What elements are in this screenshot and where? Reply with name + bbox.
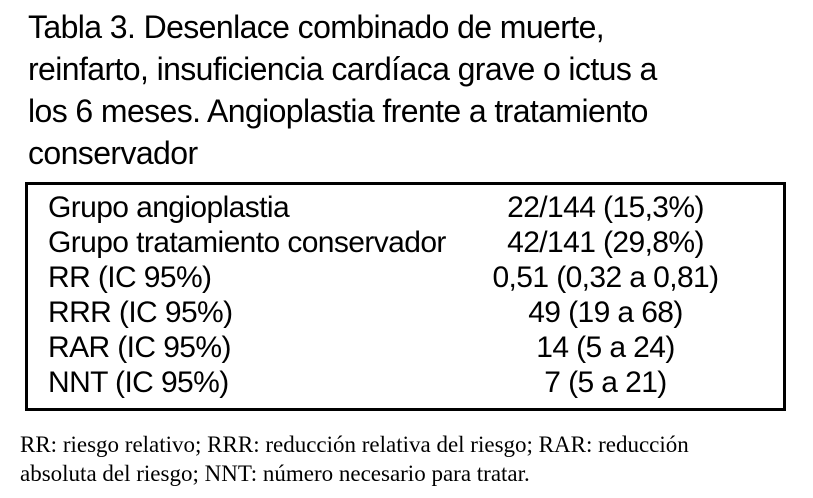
row-label: NNT (IC 95%) <box>48 366 229 399</box>
row-value: 42/141 (29,8%) <box>507 226 704 259</box>
row-label: Grupo angioplastia <box>48 191 290 224</box>
table-row: RRR (IC 95%) 49 (19 a 68) <box>28 295 783 330</box>
row-label: RAR (IC 95%) <box>48 331 231 364</box>
row-value: 7 (5 a 21) <box>544 366 667 399</box>
row-value: 49 (19 a 68) <box>528 296 683 329</box>
table-footnote: RR: riesgo relativo; RRR: reducción rela… <box>20 430 689 488</box>
row-value: 0,51 (0,32 a 0,81) <box>492 261 719 294</box>
row-value: 14 (5 a 24) <box>536 331 675 364</box>
table-row: RR (IC 95%) 0,51 (0,32 a 0,81) <box>28 260 783 295</box>
table-footnote-line: absoluta del riesgo; NNT: número necesar… <box>20 461 530 486</box>
row-label: RR (IC 95%) <box>48 261 212 294</box>
table-footnote-line: RR: riesgo relativo; RRR: reducción rela… <box>20 432 689 457</box>
row-label: Grupo tratamiento conservador <box>48 226 446 259</box>
table-row: RAR (IC 95%) 14 (5 a 24) <box>28 330 783 365</box>
table-row: Grupo angioplastia 22/144 (15,3%) <box>28 190 783 225</box>
table-row: NNT (IC 95%) 7 (5 a 21) <box>28 365 783 400</box>
table-caption: Tabla 3. Desenlace combinado de muerte, … <box>28 6 657 174</box>
table-caption-line: reinfarto, insuficiencia cardíaca grave … <box>28 51 657 87</box>
table-caption-line: conservador <box>28 135 198 171</box>
row-label: RRR (IC 95%) <box>48 296 233 329</box>
table-row: Grupo tratamiento conservador 42/141 (29… <box>28 225 783 260</box>
table-caption-line: los 6 meses. Angioplastia frente a trata… <box>28 93 648 129</box>
results-table: Grupo angioplastia 22/144 (15,3%) Grupo … <box>25 182 786 411</box>
table-caption-line: Tabla 3. Desenlace combinado de muerte, <box>28 9 605 45</box>
row-value: 22/144 (15,3%) <box>507 191 704 224</box>
